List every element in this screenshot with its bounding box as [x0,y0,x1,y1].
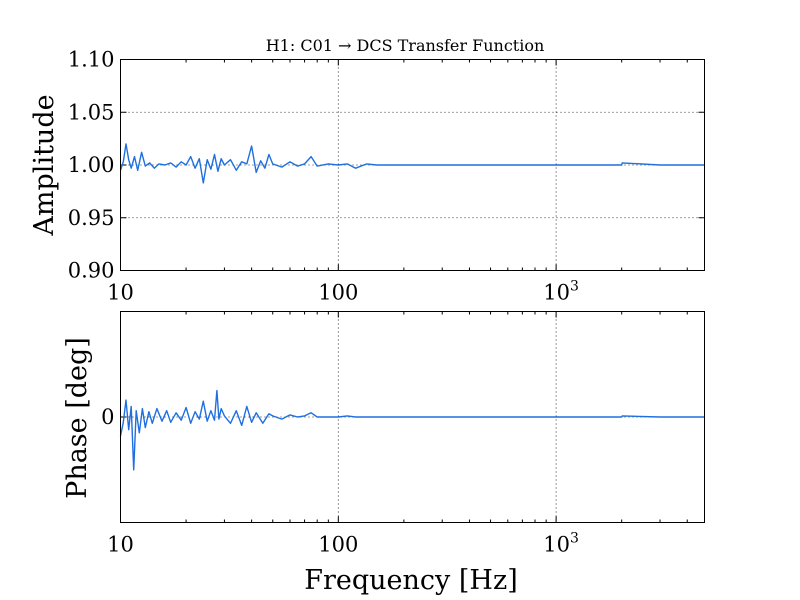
amplitude-plot-frame [120,59,705,271]
amplitude-y-tick-label: 1.10 [68,48,115,72]
amplitude-y-tick-label: 1.00 [68,153,115,177]
phase-axis-label: Phase [deg] [62,337,93,499]
amplitude-x-tick-label: 100 [318,281,358,305]
phase-x-tick-label: 103 [543,531,579,557]
amplitude-y-tick-label: 0.90 [68,259,115,283]
phase-panel: 10 100 103 0 Phase [deg] Frequency [Hz] [62,311,705,596]
frequency-axis-label: Frequency [Hz] [304,565,517,596]
chart-title: H1: C01 → DCS Transfer Function [266,36,545,55]
amplitude-x-tick-label: 103 [543,279,579,305]
amplitude-x-tick-label: 10 [107,281,134,305]
amplitude-y-tick-label: 1.05 [68,100,115,124]
amplitude-series-line [119,143,705,184]
phase-plot-frame [120,311,705,523]
phase-y-tick-label: 0 [101,405,114,429]
amplitude-axis-label: Amplitude [29,94,60,236]
amplitude-panel: H1: C01 → DCS Transfer Function 10 100 103… [29,36,705,305]
amplitude-y-tick-label: 0.95 [68,206,115,230]
phase-series-line [119,389,705,471]
phase-x-tick-label: 10 [107,533,134,557]
phase-x-tick-label: 100 [318,533,358,557]
